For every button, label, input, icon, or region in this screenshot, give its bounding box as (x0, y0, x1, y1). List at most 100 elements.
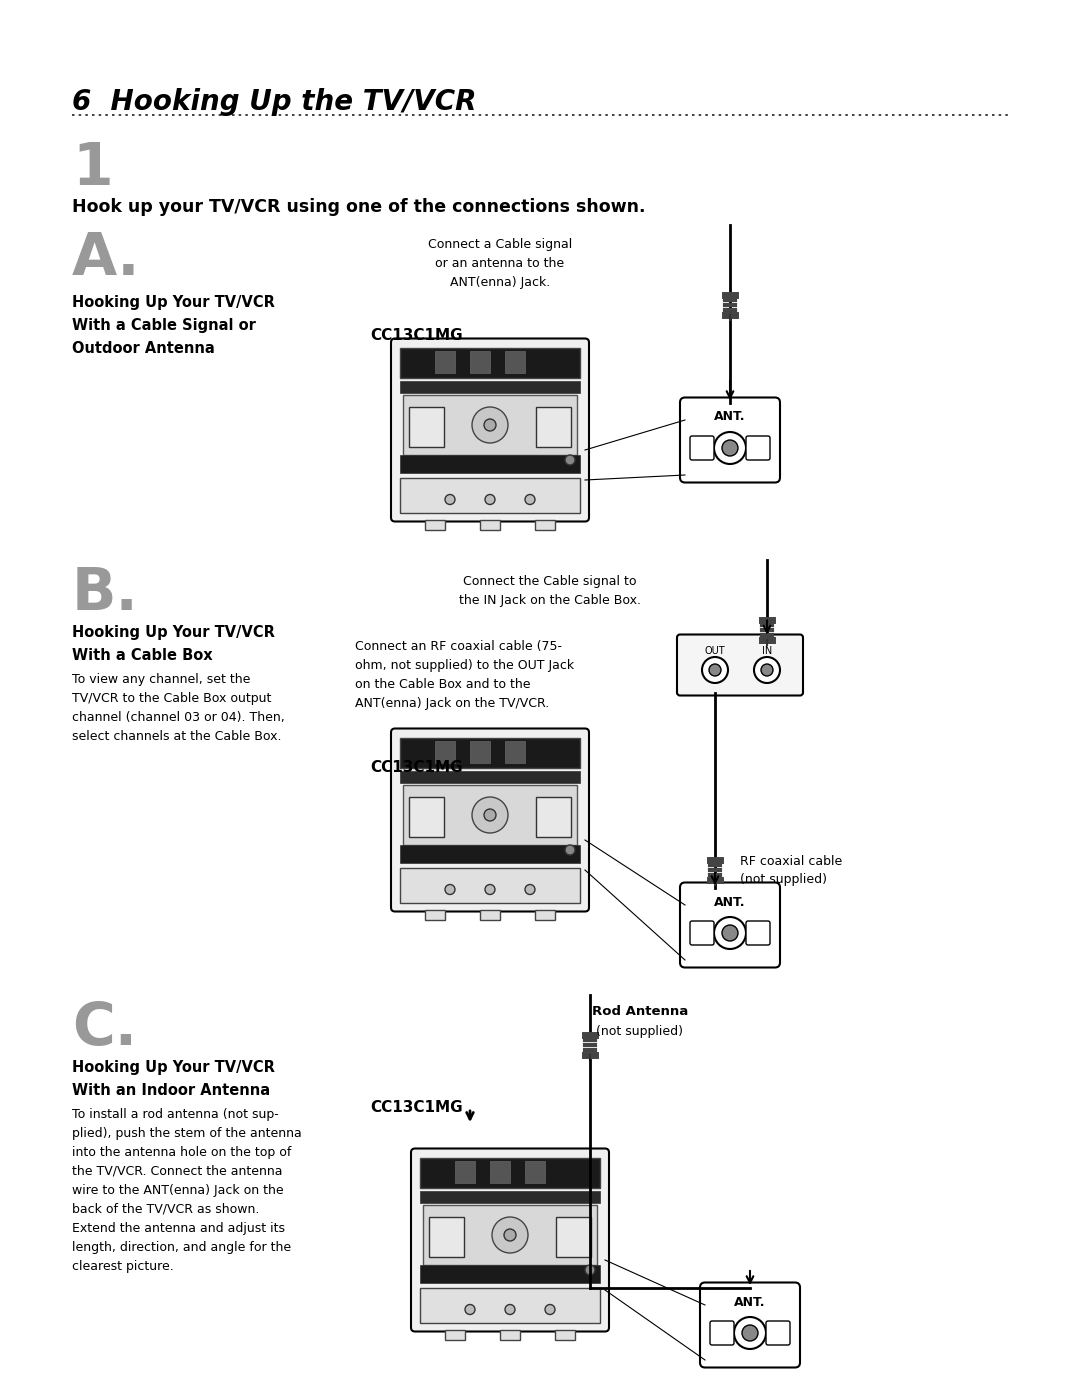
FancyBboxPatch shape (677, 634, 804, 696)
Bar (423, 1206, 597, 1266)
FancyBboxPatch shape (700, 1282, 800, 1368)
Bar (400, 454, 580, 472)
Bar (400, 845, 580, 862)
Bar (435, 740, 455, 763)
Text: 6  Hooking Up the TV/VCR: 6 Hooking Up the TV/VCR (72, 88, 476, 116)
Bar (420, 1264, 600, 1282)
Bar (480, 520, 500, 529)
Bar (555, 1330, 575, 1340)
Bar (480, 909, 500, 919)
Bar (435, 351, 455, 373)
Circle shape (742, 1324, 758, 1341)
Circle shape (585, 1266, 595, 1275)
Bar (400, 478, 580, 513)
Circle shape (504, 1229, 516, 1241)
Bar (409, 798, 444, 837)
Bar (420, 1288, 600, 1323)
Bar (556, 1217, 591, 1257)
Text: Hook up your TV/VCR using one of the connections shown.: Hook up your TV/VCR using one of the con… (72, 198, 646, 217)
Text: ANT.: ANT. (714, 411, 746, 423)
FancyBboxPatch shape (746, 436, 770, 460)
Circle shape (714, 916, 746, 949)
Text: 1: 1 (72, 140, 112, 197)
Bar (403, 395, 577, 455)
Circle shape (714, 432, 746, 464)
FancyBboxPatch shape (680, 398, 780, 482)
Bar (420, 1190, 600, 1203)
Bar (525, 1161, 545, 1182)
Text: CC13C1MG: CC13C1MG (370, 1099, 462, 1115)
Circle shape (484, 419, 496, 432)
Circle shape (484, 809, 496, 821)
Circle shape (723, 440, 738, 455)
Bar (400, 771, 580, 782)
FancyBboxPatch shape (746, 921, 770, 944)
Bar (400, 868, 580, 902)
Circle shape (445, 495, 455, 504)
Text: CC13C1MG: CC13C1MG (370, 328, 462, 344)
Text: Rod Antenna: Rod Antenna (592, 1004, 688, 1018)
Text: ANT.: ANT. (734, 1295, 766, 1309)
Text: C.: C. (72, 1000, 137, 1058)
Circle shape (465, 1305, 475, 1315)
Bar (536, 798, 571, 837)
Circle shape (565, 845, 575, 855)
Text: To install a rod antenna (not sup-
plied), push the stem of the antenna
into the: To install a rod antenna (not sup- plied… (72, 1108, 301, 1273)
Circle shape (708, 664, 721, 676)
Circle shape (472, 798, 508, 833)
Bar (409, 407, 444, 447)
Circle shape (723, 925, 738, 942)
Circle shape (485, 495, 495, 504)
Circle shape (492, 1217, 528, 1253)
Text: CC13C1MG: CC13C1MG (370, 760, 462, 775)
Circle shape (525, 495, 535, 504)
Circle shape (525, 884, 535, 894)
Text: Hooking Up Your TV/VCR
With a Cable Signal or
Outdoor Antenna: Hooking Up Your TV/VCR With a Cable Sign… (72, 295, 275, 356)
Circle shape (734, 1317, 766, 1350)
Text: IN: IN (761, 645, 772, 655)
Bar (445, 1330, 465, 1340)
Circle shape (472, 407, 508, 443)
Bar (470, 740, 490, 763)
Bar (426, 909, 445, 919)
Circle shape (565, 455, 575, 465)
Text: (not supplied): (not supplied) (596, 1025, 684, 1038)
FancyBboxPatch shape (710, 1322, 734, 1345)
Bar (403, 785, 577, 845)
Bar (400, 348, 580, 377)
Text: To view any channel, set the
TV/VCR to the Cable Box output
channel (channel 03 : To view any channel, set the TV/VCR to t… (72, 673, 285, 743)
Bar (429, 1217, 464, 1257)
Text: Connect the Cable signal to
the IN Jack on the Cable Box.: Connect the Cable signal to the IN Jack … (459, 576, 642, 608)
Circle shape (702, 657, 728, 683)
FancyBboxPatch shape (690, 436, 714, 460)
Text: B.: B. (72, 564, 138, 622)
Text: Connect a Cable signal
or an antenna to the
ANT(enna) Jack.: Connect a Cable signal or an antenna to … (428, 237, 572, 289)
Bar (490, 1161, 510, 1182)
FancyBboxPatch shape (680, 883, 780, 968)
Text: Hooking Up Your TV/VCR
With an Indoor Antenna: Hooking Up Your TV/VCR With an Indoor An… (72, 1060, 275, 1098)
Bar (420, 1158, 600, 1187)
Bar (536, 407, 571, 447)
Bar (455, 1161, 475, 1182)
Text: OUT: OUT (704, 645, 726, 655)
Circle shape (754, 657, 780, 683)
Bar (505, 351, 525, 373)
Bar (505, 740, 525, 763)
Bar (535, 909, 555, 919)
FancyBboxPatch shape (690, 921, 714, 944)
FancyBboxPatch shape (391, 338, 589, 521)
Circle shape (505, 1305, 515, 1315)
Text: Connect an RF coaxial cable (75-
ohm, not supplied) to the OUT Jack
on the Cable: Connect an RF coaxial cable (75- ohm, no… (355, 640, 575, 710)
FancyBboxPatch shape (766, 1322, 789, 1345)
Circle shape (445, 884, 455, 894)
FancyBboxPatch shape (391, 728, 589, 911)
Text: ANT.: ANT. (714, 895, 746, 908)
Bar (500, 1330, 519, 1340)
Circle shape (485, 884, 495, 894)
Bar (426, 520, 445, 529)
Text: Hooking Up Your TV/VCR
With a Cable Box: Hooking Up Your TV/VCR With a Cable Box (72, 624, 275, 662)
Circle shape (545, 1305, 555, 1315)
Bar (535, 520, 555, 529)
Bar (400, 738, 580, 767)
Bar (400, 380, 580, 393)
